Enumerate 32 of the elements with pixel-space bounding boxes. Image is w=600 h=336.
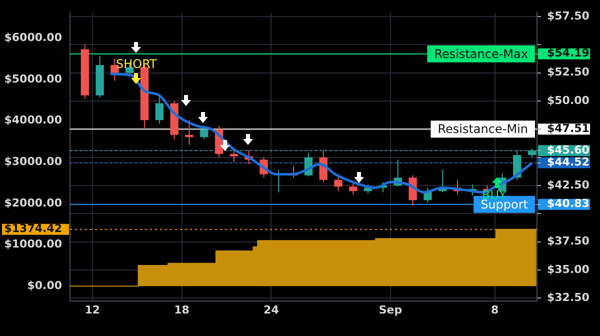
ref-line-label: Resistance-Max [434, 46, 528, 61]
candlestick [349, 182, 358, 196]
y-tick-label: $42.50 [547, 178, 590, 192]
y-tick-label: $45.60 [547, 143, 590, 156]
y2-tick-label: $2000.00 [4, 196, 62, 210]
y-tick-label: $54.19 [547, 46, 590, 60]
y2-tick-label: $1000.00 [4, 238, 62, 251]
x-tick-label: 12 [84, 303, 100, 316]
y2-tick-label: $4000.00 [4, 114, 62, 127]
y2-tick-label: $6000.00 [4, 31, 62, 44]
x-tick-label: 24 [264, 303, 280, 316]
candlestick [334, 176, 342, 192]
candlestick [185, 120, 194, 146]
x-tick-label: 18 [174, 303, 190, 316]
y-tick-label: $57.50 [547, 9, 590, 22]
y-tick-label: $32.50 [547, 291, 590, 304]
y-tick-label: $50.00 [547, 94, 590, 107]
y-tick-label: $44.52 [547, 156, 590, 169]
candlestick [155, 94, 164, 124]
y-tick-label: $47.51 [547, 122, 590, 135]
y-tick-label: $35.00 [547, 262, 590, 276]
y2-tick-label: $3000.00 [4, 155, 62, 168]
y2-tick-label: $0.00 [27, 278, 62, 292]
annotation: SHORT [116, 57, 157, 71]
y2-tick-label: $1374.42 [4, 222, 62, 236]
ref-line-label: Resistance-Min [438, 122, 528, 136]
y2-tick-label: $5000.00 [4, 72, 62, 86]
x-tick-label: 8 [490, 303, 499, 316]
y-tick-label: $40.83 [547, 197, 590, 210]
x-tick-label: Sep [378, 303, 402, 316]
y-tick-label: $52.50 [547, 66, 590, 79]
y-tick-label: $37.50 [547, 234, 590, 248]
